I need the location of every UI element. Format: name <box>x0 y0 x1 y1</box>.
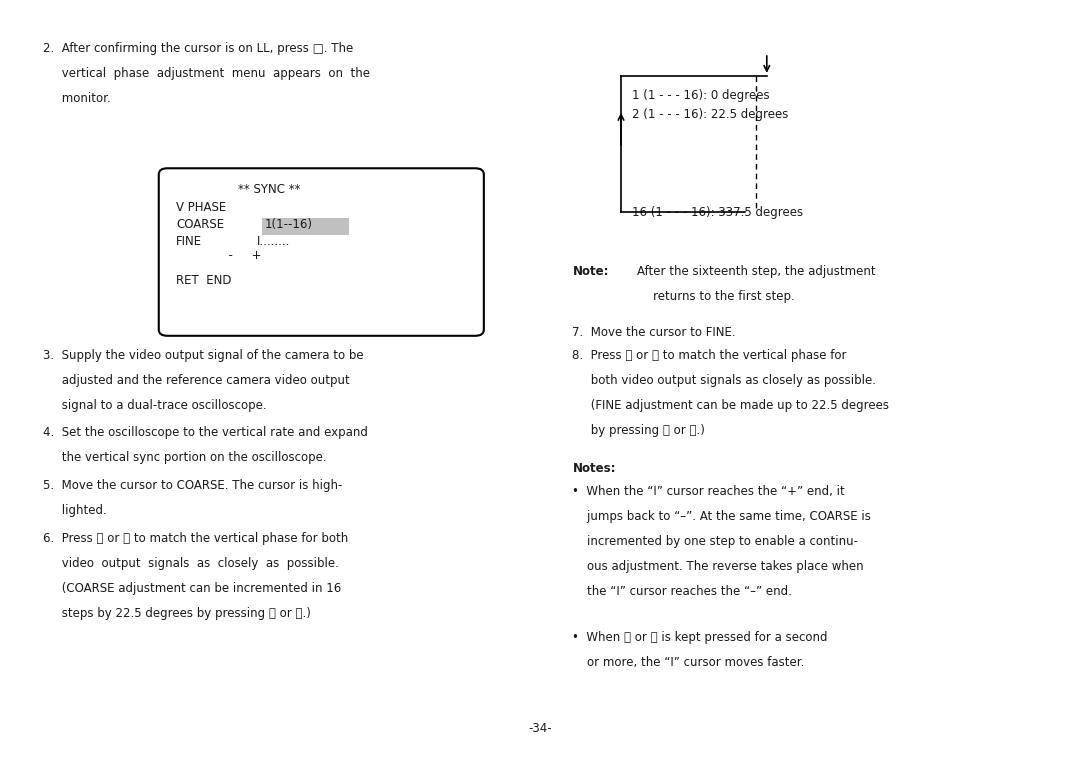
Text: 7.  Move the cursor to FINE.: 7. Move the cursor to FINE. <box>572 326 737 339</box>
Text: the “I” cursor reaches the “–” end.: the “I” cursor reaches the “–” end. <box>572 585 793 598</box>
Text: FINE: FINE <box>176 235 202 248</box>
Text: incremented by one step to enable a continu-: incremented by one step to enable a cont… <box>572 535 859 548</box>
Text: 8.  Press ⓘ or ⓙ to match the vertical phase for: 8. Press ⓘ or ⓙ to match the vertical ph… <box>572 349 847 362</box>
Text: steps by 22.5 degrees by pressing ⓘ or ⓙ.): steps by 22.5 degrees by pressing ⓘ or ⓙ… <box>43 607 311 620</box>
Text: adjusted and the reference camera video output: adjusted and the reference camera video … <box>43 374 350 387</box>
Text: jumps back to “–”. At the same time, COARSE is: jumps back to “–”. At the same time, COA… <box>572 510 872 523</box>
Text: 5.  Move the cursor to COARSE. The cursor is high-: 5. Move the cursor to COARSE. The cursor… <box>43 479 342 492</box>
Text: V PHASE: V PHASE <box>176 201 227 214</box>
FancyBboxPatch shape <box>159 168 484 336</box>
Text: •  When the “I” cursor reaches the “+” end, it: • When the “I” cursor reaches the “+” en… <box>572 485 846 498</box>
Text: (COARSE adjustment can be incremented in 16: (COARSE adjustment can be incremented in… <box>43 582 341 595</box>
Text: •  When ⓘ or ⓙ is kept pressed for a second: • When ⓘ or ⓙ is kept pressed for a seco… <box>572 631 828 644</box>
Text: 4.  Set the oscilloscope to the vertical rate and expand: 4. Set the oscilloscope to the vertical … <box>43 426 368 439</box>
Text: 3.  Supply the video output signal of the camera to be: 3. Supply the video output signal of the… <box>43 349 364 362</box>
Text: 16 (1 - - - 16): 337.5 degrees: 16 (1 - - - 16): 337.5 degrees <box>632 206 802 219</box>
Text: signal to a dual-trace oscilloscope.: signal to a dual-trace oscilloscope. <box>43 399 267 412</box>
Text: or more, the “I” cursor moves faster.: or more, the “I” cursor moves faster. <box>572 656 805 669</box>
Text: vertical  phase  adjustment  menu  appears  on  the: vertical phase adjustment menu appears o… <box>43 67 370 80</box>
Text: the vertical sync portion on the oscilloscope.: the vertical sync portion on the oscillo… <box>43 451 327 464</box>
Text: 1 (1 - - - 16): 0 degrees: 1 (1 - - - 16): 0 degrees <box>632 89 769 102</box>
Text: RET  END: RET END <box>176 274 231 287</box>
Text: monitor.: monitor. <box>43 92 111 105</box>
Text: After the sixteenth step, the adjustment: After the sixteenth step, the adjustment <box>637 265 876 278</box>
Text: ous adjustment. The reverse takes place when: ous adjustment. The reverse takes place … <box>572 560 864 573</box>
Text: by pressing ⓘ or ⓙ.): by pressing ⓘ or ⓙ.) <box>572 424 705 437</box>
Text: 2.  After confirming the cursor is on LL, press □. The: 2. After confirming the cursor is on LL,… <box>43 42 353 55</box>
Text: video  output  signals  as  closely  as  possible.: video output signals as closely as possi… <box>43 557 339 570</box>
Bar <box>262 218 349 235</box>
Text: -34-: -34- <box>528 722 552 735</box>
Text: COARSE: COARSE <box>176 218 225 231</box>
Text: 1(1--16): 1(1--16) <box>265 218 312 231</box>
Text: (FINE adjustment can be made up to 22.5 degrees: (FINE adjustment can be made up to 22.5 … <box>572 399 890 412</box>
Text: returns to the first step.: returns to the first step. <box>653 290 795 303</box>
Text: 2 (1 - - - 16): 22.5 degrees: 2 (1 - - - 16): 22.5 degrees <box>632 108 788 121</box>
Text: -     +: - + <box>176 249 261 262</box>
Text: 6.  Press ⓘ or ⓙ to match the vertical phase for both: 6. Press ⓘ or ⓙ to match the vertical ph… <box>43 532 349 545</box>
Text: Note:: Note: <box>572 265 609 278</box>
Text: I........: I........ <box>257 235 291 248</box>
Text: ** SYNC **: ** SYNC ** <box>238 183 300 196</box>
Text: both video output signals as closely as possible.: both video output signals as closely as … <box>572 374 876 387</box>
Text: lighted.: lighted. <box>43 504 107 517</box>
Text: Notes:: Notes: <box>572 462 616 475</box>
